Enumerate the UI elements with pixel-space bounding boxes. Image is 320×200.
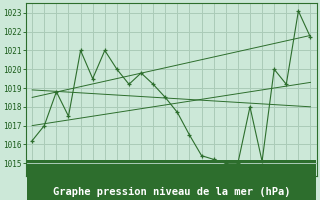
X-axis label: Graphe pression niveau de la mer (hPa): Graphe pression niveau de la mer (hPa) <box>52 186 290 197</box>
